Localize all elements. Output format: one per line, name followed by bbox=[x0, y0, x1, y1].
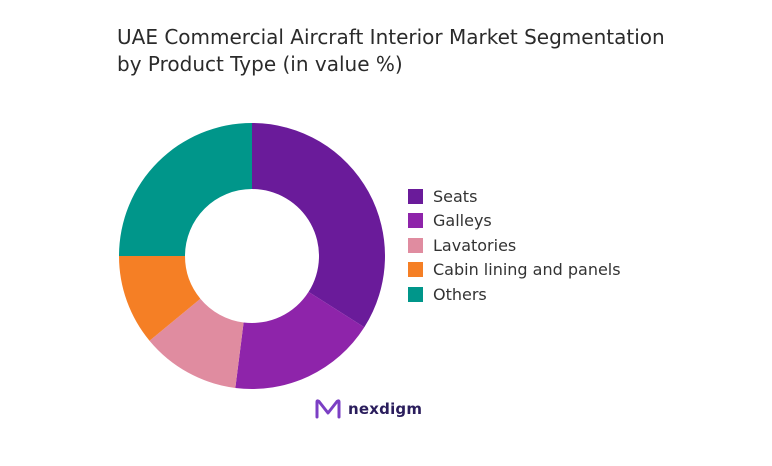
donut-slice-galleys bbox=[235, 291, 365, 389]
legend-item-others: Others bbox=[408, 282, 621, 307]
legend-swatch-cabin-lining-and-panels bbox=[408, 262, 423, 278]
chart-legend: Seats Galleys Lavatories Cabin lining and p… bbox=[408, 184, 621, 307]
legend-swatch-galleys bbox=[408, 213, 423, 229]
legend-item-cabin-lining-and-panels: Cabin lining and panels bbox=[408, 258, 621, 283]
chart-title: UAE Commercial Aircraft Interior Market … bbox=[117, 24, 717, 78]
legend-item-lavatories: Lavatories bbox=[408, 233, 621, 258]
legend-item-seats: Seats bbox=[408, 184, 621, 209]
nexdigm-logo-icon bbox=[315, 399, 341, 419]
donut-slice-cabin-lining-and-panels bbox=[119, 256, 201, 341]
donut-slice-others bbox=[119, 123, 252, 256]
legend-item-galleys: Galleys bbox=[408, 209, 621, 234]
legend-label-galleys: Galleys bbox=[433, 211, 492, 231]
chart-title-line-1: UAE Commercial Aircraft Interior Market … bbox=[117, 25, 665, 49]
donut-slice-seats bbox=[252, 123, 385, 328]
brand-logo: nexdigm bbox=[314, 398, 422, 420]
legend-swatch-seats bbox=[408, 188, 423, 204]
logo-text: nexdigm bbox=[348, 400, 423, 418]
legend-label-lavatories: Lavatories bbox=[433, 235, 517, 255]
legend-swatch-lavatories bbox=[408, 237, 423, 253]
chart-title-line-2: by Product Type (in value %) bbox=[117, 52, 403, 76]
legend-label-others: Others bbox=[433, 284, 487, 304]
legend-label-seats: Seats bbox=[433, 186, 478, 206]
legend-swatch-others bbox=[408, 286, 423, 302]
donut-slice-lavatories bbox=[149, 298, 244, 388]
legend-label-cabin-lining-and-panels: Cabin lining and panels bbox=[433, 260, 621, 280]
